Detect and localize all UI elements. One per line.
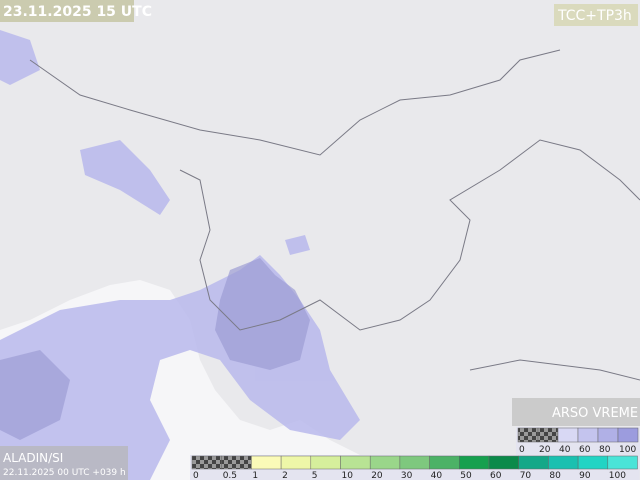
legend-swatch <box>617 427 639 443</box>
legend-swatch <box>399 455 430 470</box>
brand: ARSO VREME <box>552 406 638 421</box>
legend-label: 30 <box>401 471 413 480</box>
legend-label: 0.5 <box>223 471 237 480</box>
legend-swatch <box>577 427 599 443</box>
legend-swatch <box>548 455 579 470</box>
legend-label: 70 <box>520 471 532 480</box>
legend-label: 2 <box>282 471 288 480</box>
legend-swatch <box>429 455 460 470</box>
legend-swatch <box>369 455 401 470</box>
run: 22.11.2025 00 UTC +039 h <box>3 468 126 478</box>
legend-label: 0 <box>519 445 525 455</box>
legend-label: 80 <box>599 445 611 455</box>
legend-label: 90 <box>579 471 591 480</box>
borders <box>29 49 640 381</box>
legends: 0 20 40 60 80 100 0 0.5 1 2 5 10 20 30 40 50 60 70 80 90 100 <box>190 427 640 480</box>
time-box <box>0 0 134 22</box>
legend-swatch <box>459 455 490 470</box>
legend-label: 40 <box>431 471 443 480</box>
legend-swatch <box>280 455 312 470</box>
legend-label: 10 <box>342 471 354 480</box>
legend-label: 0 <box>193 471 199 480</box>
legend-label: 40 <box>559 445 571 455</box>
legend-label: 20 <box>371 471 383 480</box>
legend-label: 20 <box>539 445 551 455</box>
legend-swatch <box>221 455 252 470</box>
legend-swatch <box>537 427 559 443</box>
legend-swatch <box>607 455 638 470</box>
legend-swatch <box>518 455 549 470</box>
valid-time: 23.11.2025 15 UTC <box>3 4 152 20</box>
legend-swatch <box>517 427 539 443</box>
legend-label: 100 <box>619 445 636 455</box>
legend-swatch <box>251 455 282 470</box>
product-box <box>554 4 638 26</box>
legend-swatch <box>340 455 371 470</box>
brand-box <box>512 398 640 426</box>
precip-core <box>0 258 310 440</box>
model-box <box>0 446 128 480</box>
legend-swatch <box>557 427 579 443</box>
legend-swatch <box>191 455 222 470</box>
legend-label: 5 <box>312 471 318 480</box>
legend-swatch <box>488 455 519 470</box>
legend-label: 80 <box>549 471 561 480</box>
model: ALADIN/SI <box>3 451 63 465</box>
legend-swatch <box>597 427 619 443</box>
legend-swatch <box>310 455 341 470</box>
product: TCC+TP3h <box>557 8 632 24</box>
legend-label: 60 <box>579 445 591 455</box>
legend-label: 60 <box>490 471 502 480</box>
legend-label: 100 <box>609 471 626 480</box>
legend-label: 1 <box>252 471 258 480</box>
legend-label: 50 <box>460 471 472 480</box>
legend-swatch <box>577 455 609 470</box>
